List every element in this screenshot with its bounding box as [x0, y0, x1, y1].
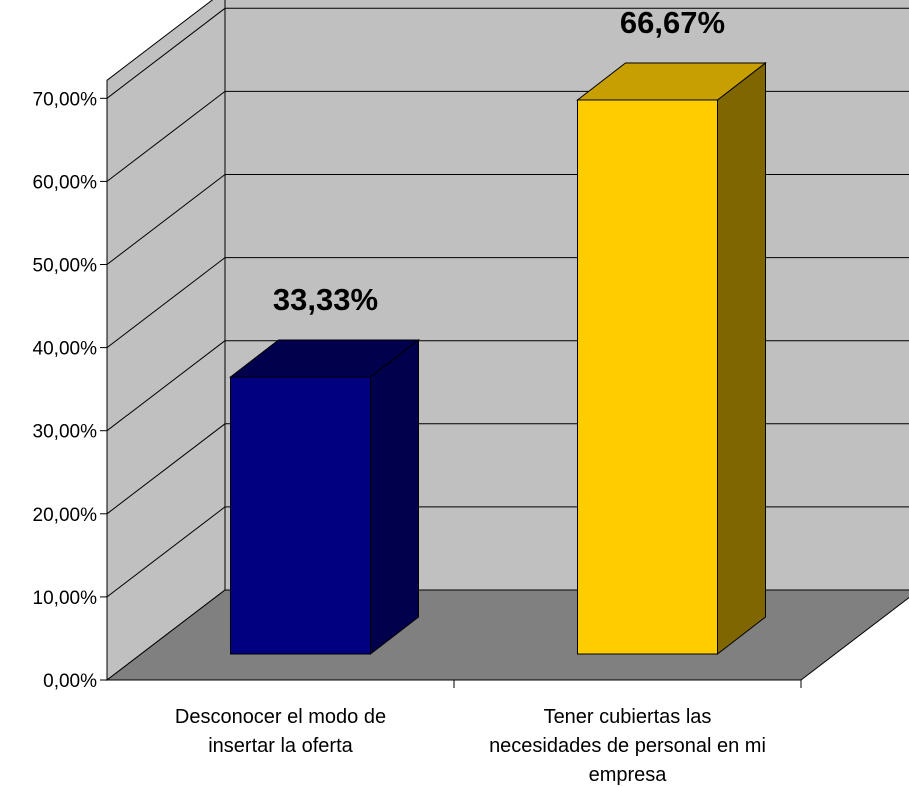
y-tick-label: 70,00% — [33, 89, 98, 110]
y-tick-label: 40,00% — [33, 339, 98, 360]
y-tick-labels: 0,00% 10,00% 20,00% 30,00% 40,00% 50,00% 60,00… — [33, 89, 98, 692]
gridline-side — [106, 257, 226, 348]
chart-walls — [105, 0, 909, 682]
category-labels: Desconocer el modo de insertar la oferta T… — [175, 706, 766, 786]
left-wall — [106, 0, 226, 682]
category-label: Desconocer el modo de — [175, 706, 386, 728]
gridline-side — [106, 423, 226, 515]
gridline-side — [106, 506, 226, 598]
y-tick-label: 0,00% — [43, 671, 97, 692]
bar-side — [717, 61, 766, 656]
bar — [230, 376, 371, 655]
data-label: 33,33% — [273, 282, 378, 317]
data-labels: 33,33% 66,67% — [273, 5, 725, 317]
y-tick-label: 50,00% — [33, 256, 98, 277]
bar — [577, 99, 718, 655]
gridline-side — [106, 340, 226, 432]
category-label: necesidades de personal en mi — [489, 735, 766, 757]
data-label: 66,67% — [620, 5, 725, 40]
y-tick-label: 60,00% — [33, 172, 98, 193]
bars — [229, 61, 767, 656]
y-tick-label: 20,00% — [33, 505, 98, 526]
category-label: Tener cubiertas las — [544, 706, 712, 728]
y-tick-label: 10,00% — [33, 588, 98, 609]
gridline-side — [106, 174, 226, 265]
bar-side — [370, 339, 419, 656]
gridline-side — [106, 91, 226, 182]
floor — [105, 589, 909, 681]
category-label: empresa — [589, 764, 668, 786]
y-tick-label: 30,00% — [33, 422, 98, 443]
category-label: insertar la oferta — [208, 735, 353, 757]
gridline-side — [106, 7, 226, 99]
axes — [100, 80, 802, 688]
